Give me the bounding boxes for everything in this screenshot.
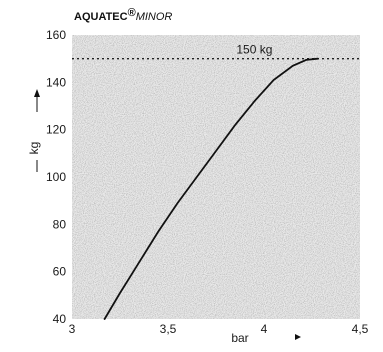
x-tick-label: 4	[261, 322, 268, 336]
y-axis-arrow-icon	[34, 89, 40, 97]
reference-line-label: 150 kg	[236, 43, 272, 57]
x-axis-label: bar	[231, 331, 248, 345]
y-tick-label: 100	[46, 170, 66, 184]
y-tick-labels: 40 60 80 100 120 140 160	[46, 28, 66, 326]
y-tick-label: 160	[46, 28, 66, 42]
y-tick-label: 40	[53, 312, 67, 326]
y-tick-label: 140	[46, 75, 66, 89]
y-tick-label: 80	[53, 217, 67, 231]
x-axis-arrow-icon	[295, 334, 301, 340]
y-tick-label: 120	[46, 123, 66, 137]
x-tick-labels: 3 3,5 4 4,5	[69, 322, 369, 336]
x-tick-label: 4,5	[352, 322, 369, 336]
registered-mark: ®	[128, 7, 136, 19]
x-axis-label-group: bar	[231, 331, 301, 345]
x-tick-label: 3	[69, 322, 76, 336]
series-line	[103, 57, 319, 320]
title-brand: AQUATEC	[74, 11, 128, 23]
y-axis-label-group: kg	[27, 89, 41, 172]
plot-texture	[72, 35, 360, 319]
x-tick-label: 3,5	[160, 322, 177, 336]
title-model: MINOR	[136, 11, 173, 23]
y-tick-label: 60	[53, 265, 67, 279]
y-axis-label: kg	[27, 142, 41, 155]
chart-title: AQUATEC®MINOR	[74, 7, 172, 23]
